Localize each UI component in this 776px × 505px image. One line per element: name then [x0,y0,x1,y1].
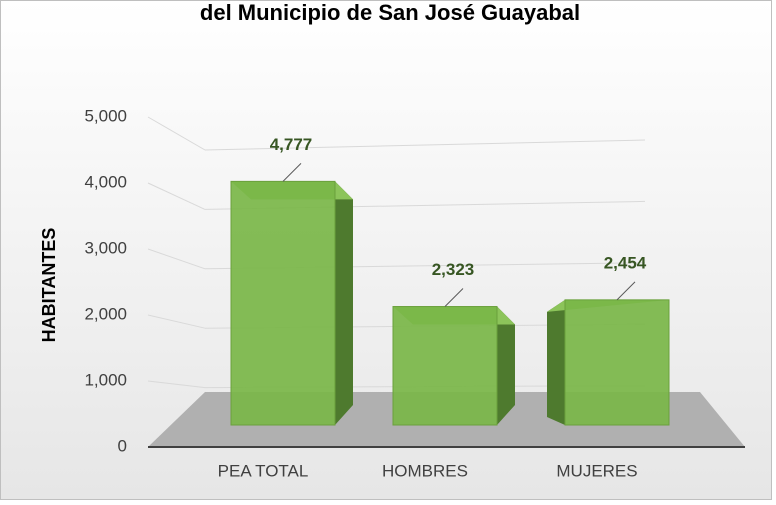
grid-line [204,139,646,151]
x-tick-label: MUJERES [556,461,637,480]
x-tick-label: PEA TOTAL [218,461,309,480]
bar [392,306,498,426]
y-tick-label: 1,000 [84,370,127,389]
y-axis-title: HABITANTES [39,228,59,343]
bar-side [335,181,353,425]
bar-side [547,299,565,425]
y-tick-label: 5,000 [84,106,127,125]
leader-line [616,281,636,301]
grid-line [147,314,206,329]
leader-line [282,163,302,182]
bar [564,299,670,426]
bar [230,180,336,426]
grid-line [147,182,206,210]
y-tick-label: 2,000 [84,304,127,323]
grid-line [147,116,206,151]
data-label: 2,454 [604,253,647,272]
y-tick-label: 4,000 [84,172,127,191]
data-label: 4,777 [270,135,313,154]
y-tick-label: 0 [118,436,127,455]
data-label: 2,323 [432,260,475,279]
chart-title: del Municipio de San José Guayabal [200,0,580,25]
x-tick-label: HOMBRES [382,461,468,480]
bar-side [497,306,515,425]
y-tick-label: 3,000 [84,238,127,257]
grid-line [147,380,206,389]
leader-line [444,288,464,307]
grid-line [147,248,206,270]
